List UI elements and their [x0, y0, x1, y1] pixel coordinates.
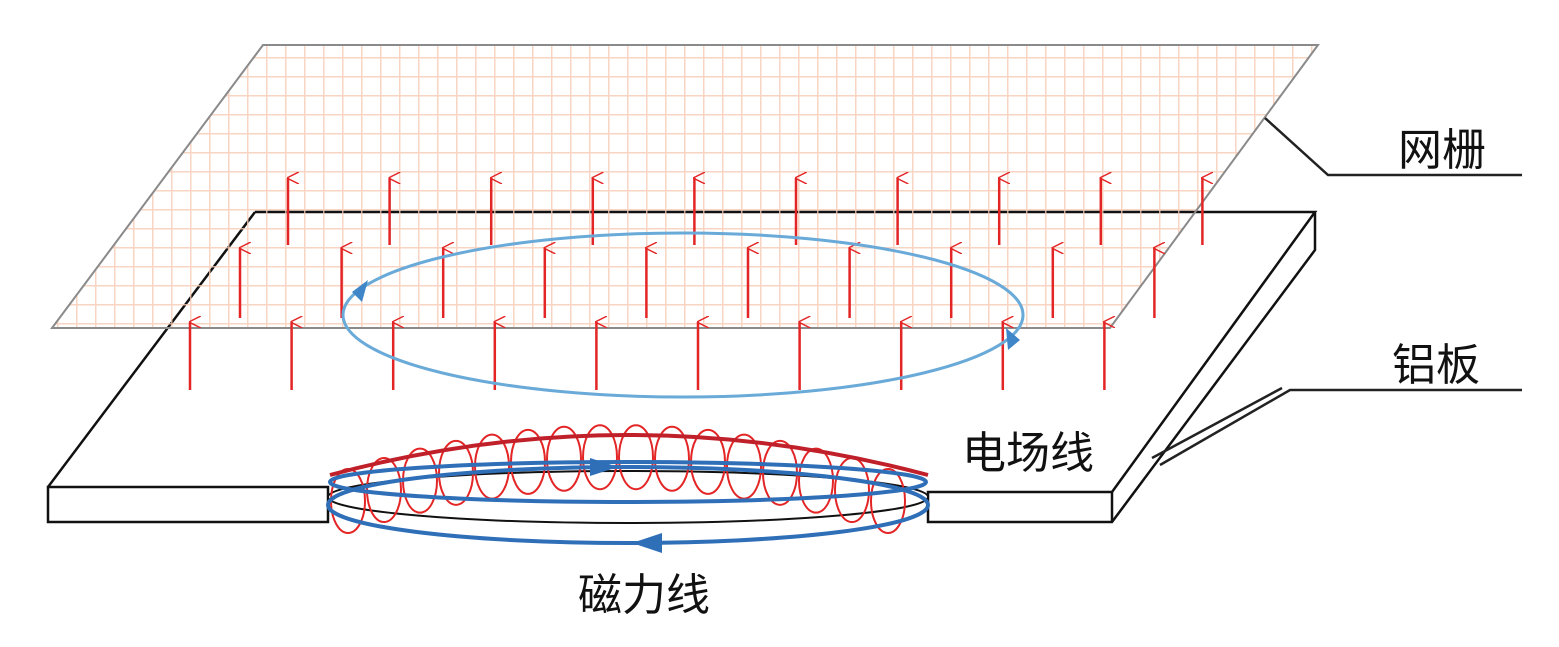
leader-lines: [1151, 117, 1522, 467]
coil-loop: [798, 447, 834, 514]
grid-plane: [50, 44, 1320, 329]
label-plate: 铝板: [1392, 340, 1480, 391]
coil-loop: [546, 425, 582, 492]
label-magnetic-field: 磁力线: [578, 570, 710, 621]
coil-loop: [654, 425, 690, 492]
magnetic-loop-upper: [341, 231, 1025, 399]
coil-loop: [582, 424, 618, 491]
coil-loop: [618, 424, 654, 491]
magnetic-loop-outer: [326, 465, 930, 545]
label-electric-field: 电场线: [962, 428, 1094, 479]
coil-loop: [870, 468, 906, 534]
loop-arrowheads-lower: [590, 458, 662, 553]
electric-field-arrows: [188, 178, 1202, 390]
label-grid: 网栅: [1398, 125, 1486, 176]
slot-edge: [329, 433, 929, 477]
magnetic-loop-inner: [328, 460, 928, 504]
